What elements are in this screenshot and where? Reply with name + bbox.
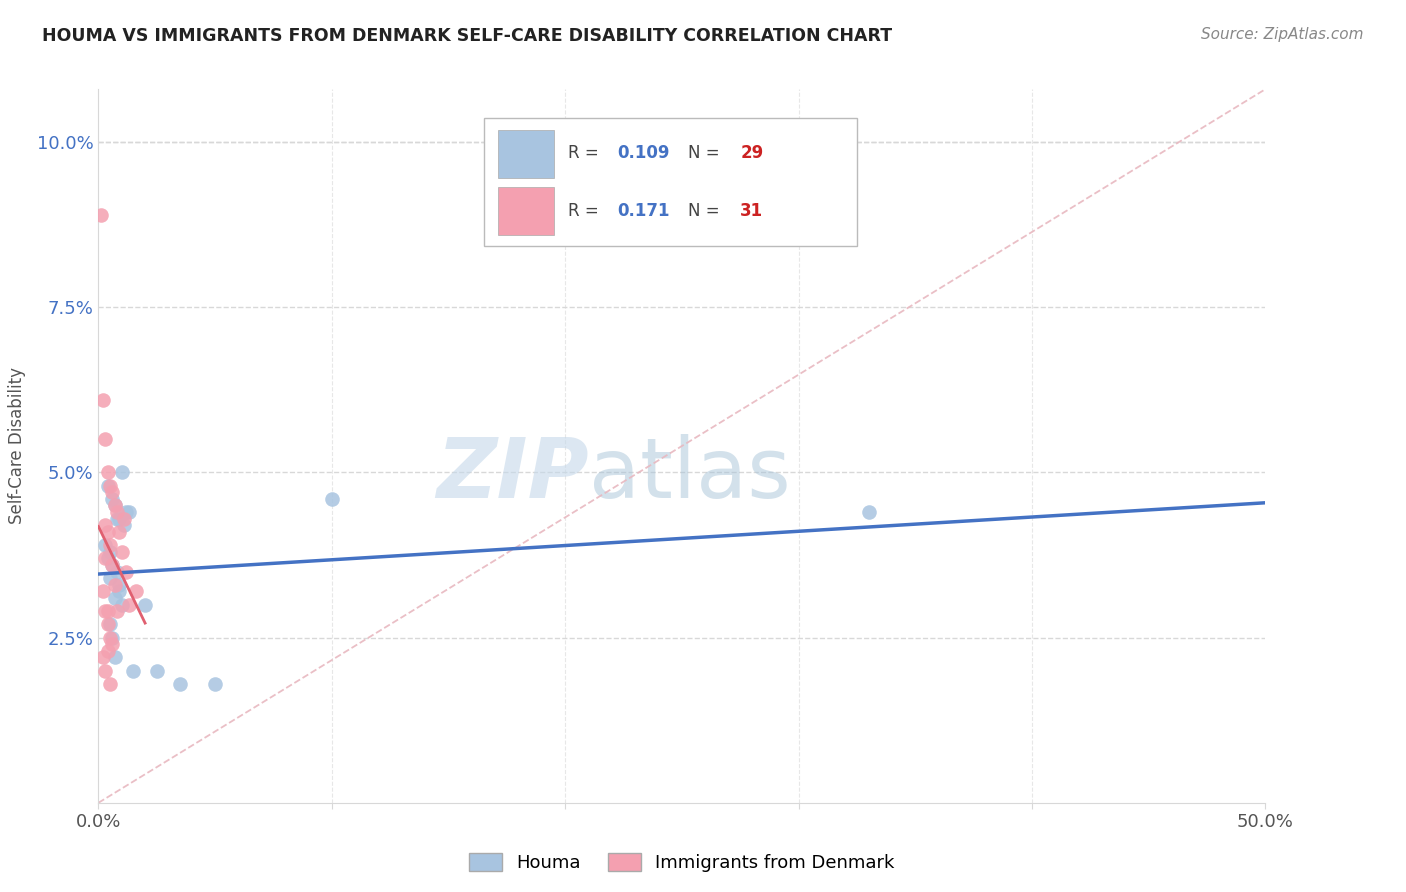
Text: N =: N = bbox=[688, 145, 720, 162]
Point bbox=[98, 617, 121, 632]
Point bbox=[118, 505, 141, 519]
Point bbox=[112, 511, 135, 525]
Text: 29: 29 bbox=[741, 145, 763, 162]
Point bbox=[104, 650, 127, 665]
Point bbox=[105, 505, 128, 519]
Point bbox=[104, 591, 127, 605]
Point bbox=[105, 604, 128, 618]
Text: HOUMA VS IMMIGRANTS FROM DENMARK SELF-CARE DISABILITY CORRELATION CHART: HOUMA VS IMMIGRANTS FROM DENMARK SELF-CA… bbox=[42, 27, 893, 45]
Point bbox=[134, 598, 156, 612]
Point bbox=[98, 545, 121, 559]
Point bbox=[146, 664, 169, 678]
Point bbox=[108, 584, 131, 599]
Point bbox=[98, 478, 121, 492]
Point bbox=[91, 584, 114, 599]
Text: 0.171: 0.171 bbox=[617, 202, 671, 219]
Text: atlas: atlas bbox=[589, 434, 790, 515]
Point bbox=[97, 604, 120, 618]
Text: N =: N = bbox=[688, 202, 720, 219]
Point bbox=[105, 565, 128, 579]
Y-axis label: Self-Care Disability: Self-Care Disability bbox=[7, 368, 25, 524]
Point bbox=[94, 664, 117, 678]
Point bbox=[98, 538, 121, 552]
Point bbox=[98, 631, 121, 645]
Point bbox=[111, 466, 134, 480]
Point bbox=[111, 545, 134, 559]
Point bbox=[90, 208, 112, 222]
Point bbox=[108, 511, 131, 525]
Point bbox=[98, 571, 121, 585]
Text: Source: ZipAtlas.com: Source: ZipAtlas.com bbox=[1201, 27, 1364, 42]
Point bbox=[101, 558, 124, 572]
Point bbox=[94, 518, 117, 533]
Point bbox=[98, 677, 121, 691]
Point bbox=[108, 524, 131, 539]
Point bbox=[858, 505, 880, 519]
Point bbox=[112, 518, 135, 533]
Point bbox=[122, 664, 145, 678]
Point bbox=[94, 538, 117, 552]
Point bbox=[94, 433, 117, 447]
Point bbox=[101, 491, 124, 506]
Point bbox=[97, 478, 120, 492]
Text: R =: R = bbox=[568, 202, 599, 219]
FancyBboxPatch shape bbox=[498, 130, 554, 178]
Point bbox=[169, 677, 191, 691]
Point bbox=[125, 584, 148, 599]
Point bbox=[108, 578, 131, 592]
FancyBboxPatch shape bbox=[498, 187, 554, 235]
Legend: Houma, Immigrants from Denmark: Houma, Immigrants from Denmark bbox=[463, 846, 901, 880]
Point bbox=[97, 617, 120, 632]
Point bbox=[104, 578, 127, 592]
Text: ZIP: ZIP bbox=[436, 434, 589, 515]
Point bbox=[104, 499, 127, 513]
Point bbox=[101, 631, 124, 645]
Point bbox=[105, 511, 128, 525]
Point bbox=[104, 499, 127, 513]
Point bbox=[94, 604, 117, 618]
Point bbox=[115, 505, 138, 519]
Point bbox=[94, 551, 117, 566]
Point bbox=[115, 565, 138, 579]
FancyBboxPatch shape bbox=[484, 118, 858, 246]
Point bbox=[111, 598, 134, 612]
Point bbox=[91, 650, 114, 665]
Point bbox=[97, 466, 120, 480]
Point bbox=[97, 551, 120, 566]
Point bbox=[204, 677, 226, 691]
Point bbox=[101, 485, 124, 500]
Point bbox=[321, 491, 343, 506]
Text: 31: 31 bbox=[741, 202, 763, 219]
Point bbox=[101, 637, 124, 651]
Point bbox=[97, 524, 120, 539]
Point bbox=[97, 644, 120, 658]
Point bbox=[118, 598, 141, 612]
Point bbox=[91, 392, 114, 407]
Text: 0.109: 0.109 bbox=[617, 145, 671, 162]
Point bbox=[101, 558, 124, 572]
Text: R =: R = bbox=[568, 145, 599, 162]
